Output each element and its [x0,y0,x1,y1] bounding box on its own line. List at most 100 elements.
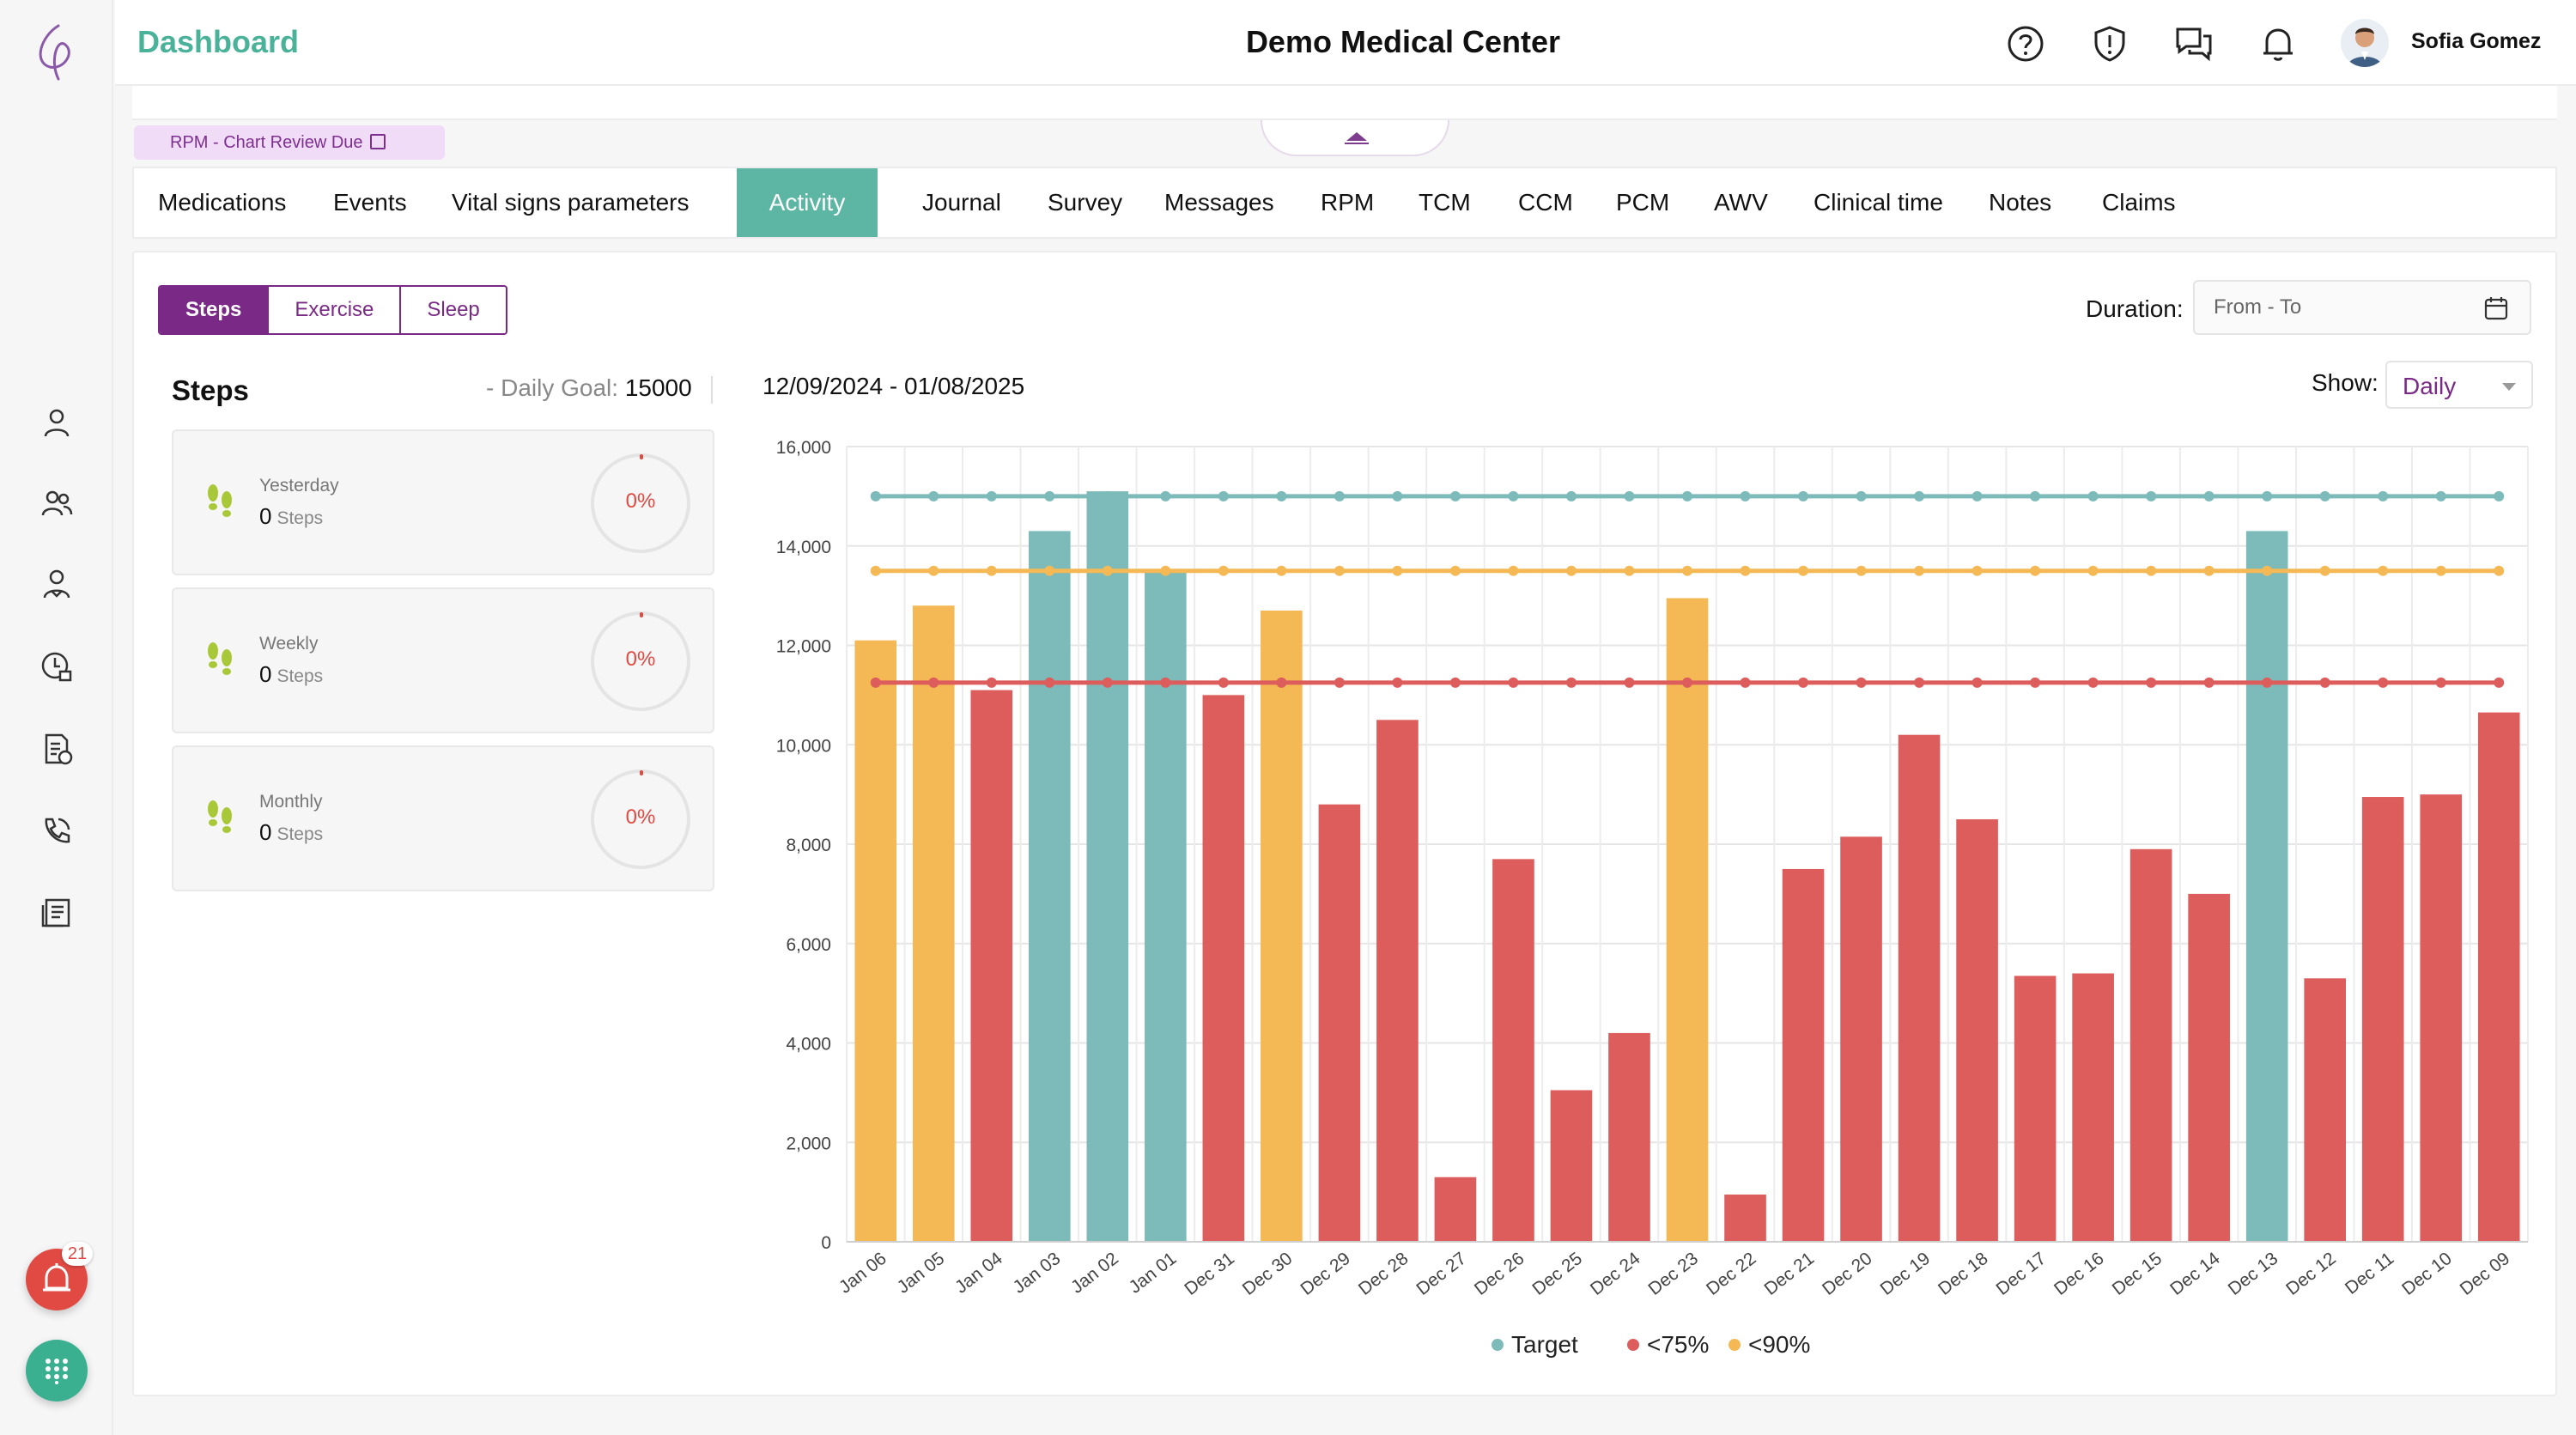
reference-point [1856,677,1867,688]
reference-point [1102,490,1113,502]
alert-shield-icon[interactable] [2090,24,2129,64]
bar-dec-13 [2245,531,2288,1242]
rpm-chart-review-link[interactable]: RPM - Chart Review Due [134,125,445,160]
bar-dec-15 [2129,848,2172,1242]
reference-point [1798,677,1809,688]
tab-tcm[interactable]: TCM [1419,189,1471,216]
activity-panel: Steps Exercise Sleep Duration: From - To… [132,251,2557,1396]
progress-percent: 0% [625,648,656,671]
reference-point [1682,677,1692,688]
reference-point [928,565,939,576]
reference-point [1449,490,1461,502]
reference-point [1565,565,1577,576]
x-tick-label: Dec 10 [2398,1249,2456,1299]
reference-point [2494,565,2505,576]
tab-notes[interactable]: Notes [1989,189,2052,216]
tab-clinical-time[interactable]: Clinical time [1814,189,1943,216]
reference-point [1740,490,1751,502]
tab-journal[interactable]: Journal [922,189,1001,216]
show-period-select[interactable]: Daily [2385,361,2533,409]
bar-dec-14 [2188,893,2230,1242]
tab-messages[interactable]: Messages [1164,189,1274,216]
reference-point [2378,565,2389,576]
bar-dec-10 [2420,794,2463,1242]
help-icon[interactable] [2006,24,2045,64]
card-value: 0 Steps [259,661,324,687]
duration-label: Duration: [2086,295,2184,322]
duration-date-range-input[interactable]: From - To [2193,280,2531,335]
reference-point [1160,490,1171,502]
x-tick-label: Dec 16 [2050,1249,2108,1299]
patients-group-icon[interactable] [39,486,74,520]
steps-card-weekly: Weekly 0 Steps 0% [172,587,714,733]
reference-point [986,677,997,688]
reference-point [986,490,997,502]
tab-survey[interactable]: Survey [1048,189,1123,216]
schedule-icon[interactable] [39,649,74,684]
x-tick-label: Jan 05 [894,1249,949,1298]
reports-icon[interactable] [39,895,74,929]
tab-rpm[interactable]: RPM [1321,189,1375,216]
reference-point [870,490,881,502]
tab-events[interactable]: Events [333,189,407,216]
reference-point [1624,677,1635,688]
patient-tabs: Medications Events Vital signs parameter… [132,167,2557,239]
legend-marker [1627,1339,1639,1351]
x-tick-label: Dec 14 [2166,1249,2224,1299]
collapse-toggle[interactable] [1261,120,1449,156]
dashboard-link[interactable]: Dashboard [137,24,300,59]
bar-jan-02 [1086,491,1129,1242]
reference-point [1044,677,1055,688]
user-avatar-icon [2348,27,2382,67]
subtab-sleep[interactable]: Sleep [427,298,480,321]
tab-activity[interactable]: Activity [737,168,878,237]
tab-ccm[interactable]: CCM [1518,189,1573,216]
bar-dec-30 [1261,610,1303,1242]
dialpad-button[interactable] [26,1340,88,1402]
tab-medications[interactable]: Medications [158,189,287,216]
bell-icon[interactable] [2258,24,2298,64]
tab-awv[interactable]: AWV [1714,189,1768,216]
subtab-exercise[interactable]: Exercise [269,287,402,333]
reference-point [2203,677,2215,688]
x-tick-label: Dec 18 [1935,1249,1992,1299]
x-tick-label: Jan 03 [1010,1249,1065,1298]
progress-ring: 0% [591,769,690,869]
reference-point [1682,565,1692,576]
bar-dec-09 [2477,712,2520,1242]
tab-vital-signs-parameters[interactable]: Vital signs parameters [452,189,690,216]
reference-point [1160,565,1171,576]
x-tick-label: Dec 23 [1644,1249,1702,1299]
user-avatar[interactable] [2341,19,2389,67]
billing-icon[interactable] [39,732,74,766]
progress-ring: 0% [591,611,690,711]
reference-point [928,490,939,502]
y-tick-label: 8,000 [786,836,831,855]
x-tick-label: Jan 04 [951,1249,1006,1298]
tab-claims[interactable]: Claims [2102,189,2176,216]
patient-icon[interactable] [39,405,74,440]
reference-point [1276,490,1287,502]
reference-point [1914,677,1925,688]
phone-icon[interactable] [39,814,74,848]
duration-placeholder: From - To [2214,295,2302,319]
chat-icon[interactable] [2174,24,2214,64]
x-tick-label: Dec 28 [1355,1249,1413,1299]
calendar-icon[interactable] [2483,295,2509,321]
reference-point [1160,677,1171,688]
bar-dec-18 [1956,819,1998,1242]
reference-point [1508,490,1519,502]
y-tick-label: 14,000 [776,538,831,557]
reference-point [2146,565,2157,576]
rpm-link-label: RPM - Chart Review Due [170,133,363,152]
tab-pcm[interactable]: PCM [1616,189,1670,216]
bar-jan-06 [854,640,897,1242]
care-team-icon[interactable] [39,567,74,601]
x-tick-label: Jan 01 [1126,1249,1181,1298]
chart-date-range: 12/09/2024 - 01/08/2025 [762,373,1025,399]
app-logo-icon[interactable] [24,19,91,86]
subtab-steps[interactable]: Steps [160,287,270,333]
legend-label: <75% [1647,1331,1709,1358]
daily-goal-value: 15000 [624,374,692,401]
user-name[interactable]: Sofia Gomez [2411,29,2542,53]
